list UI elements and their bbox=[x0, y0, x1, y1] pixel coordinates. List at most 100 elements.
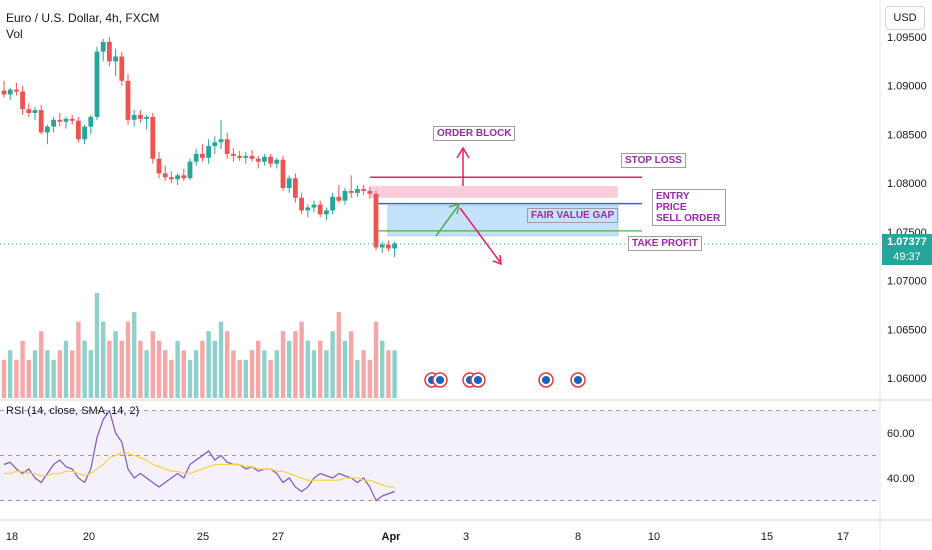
candle-body bbox=[162, 173, 168, 178]
volume-bar bbox=[212, 340, 217, 398]
candle-body bbox=[1, 90, 7, 95]
candle-body bbox=[274, 159, 280, 164]
economic-event-icon-inner bbox=[474, 376, 482, 384]
candle-body bbox=[355, 188, 360, 193]
volume-bar bbox=[324, 350, 329, 398]
volume-bar bbox=[380, 340, 385, 398]
candle-body bbox=[181, 175, 187, 179]
candle-body bbox=[138, 114, 143, 119]
volume-bar bbox=[1, 359, 7, 398]
volume-bar bbox=[107, 340, 112, 398]
volume-bar bbox=[349, 331, 354, 398]
volume-bar bbox=[299, 321, 304, 398]
price-tick-label: 1.09500 bbox=[887, 32, 927, 44]
candle-body bbox=[200, 153, 205, 158]
time-tick-label: 25 bbox=[197, 531, 209, 543]
volume-bar bbox=[132, 312, 137, 398]
rsi-tick-label: 40.00 bbox=[887, 473, 915, 485]
volume-bar bbox=[256, 340, 261, 398]
stop-loss-label: STOP LOSS bbox=[621, 153, 686, 168]
economic-event-icon-inner bbox=[436, 376, 444, 384]
volume-bar bbox=[163, 350, 168, 398]
candle-body bbox=[125, 80, 131, 120]
volume-bar bbox=[14, 359, 19, 398]
entry-price-label: ENTRY PRICE SELL ORDER bbox=[652, 189, 726, 226]
take-profit-down-arrow bbox=[459, 207, 502, 266]
candle-body bbox=[76, 120, 81, 140]
currency-button[interactable]: USD bbox=[885, 6, 925, 30]
candle-body bbox=[373, 193, 379, 248]
candle-body bbox=[175, 175, 180, 180]
candle-body bbox=[38, 110, 44, 133]
rsi-label[interactable]: RSI (14, close, SMA, 14, 2) bbox=[6, 405, 140, 417]
volume-bar bbox=[361, 350, 366, 398]
candle-body bbox=[255, 158, 261, 162]
candle-body bbox=[336, 196, 342, 201]
candle-body bbox=[100, 41, 106, 52]
volume-bar bbox=[156, 340, 162, 398]
candle-body bbox=[386, 244, 391, 249]
volume-bar bbox=[76, 321, 81, 398]
time-tick-label: 8 bbox=[575, 531, 581, 543]
candle-body bbox=[131, 114, 137, 120]
volume-bar bbox=[262, 350, 267, 398]
volume-bar bbox=[330, 331, 335, 398]
volume-label: Vol bbox=[6, 27, 23, 41]
volume-bar bbox=[218, 321, 224, 398]
volume-bar bbox=[225, 331, 230, 398]
volume-bar bbox=[8, 350, 13, 398]
volume-bar bbox=[274, 350, 279, 398]
volume-bar bbox=[144, 350, 149, 398]
volume-bar bbox=[150, 331, 155, 398]
volume-bar bbox=[305, 340, 310, 398]
volume-bar bbox=[318, 340, 323, 398]
volume-bar bbox=[32, 350, 38, 398]
time-tick-label: 15 bbox=[761, 531, 773, 543]
candle-body bbox=[20, 91, 25, 110]
order-block-label: ORDER BLOCK bbox=[433, 126, 516, 141]
candle-body bbox=[293, 178, 298, 198]
volume-bar bbox=[194, 350, 199, 398]
candle-body bbox=[63, 118, 69, 122]
volume-bar bbox=[187, 359, 193, 398]
volume-bar bbox=[249, 350, 255, 398]
price-tick-label: 1.07000 bbox=[887, 276, 927, 288]
volume-bar bbox=[181, 350, 186, 398]
volume-bar bbox=[206, 331, 211, 398]
candle-body bbox=[187, 161, 193, 179]
take-profit-label: TAKE PROFIT bbox=[628, 236, 702, 251]
candle-body bbox=[94, 51, 100, 117]
time-tick-label: 27 bbox=[272, 531, 284, 543]
candle-body bbox=[317, 204, 323, 215]
candle-body bbox=[156, 158, 162, 174]
price-tick-label: 1.08500 bbox=[887, 129, 927, 141]
candle-body bbox=[51, 119, 56, 127]
volume-bar bbox=[287, 340, 292, 398]
candle-body bbox=[379, 244, 385, 248]
candle-body bbox=[392, 243, 397, 249]
last-price-tag: 1.07377 bbox=[882, 234, 932, 250]
candle-body bbox=[14, 89, 19, 92]
symbol-title[interactable]: Euro / U.S. Dollar, 4h, FXCM bbox=[6, 11, 160, 25]
time-tick-label: 20 bbox=[83, 531, 95, 543]
candle-body bbox=[243, 155, 249, 158]
candle-body bbox=[299, 197, 304, 211]
rsi-tick-label: 60.00 bbox=[887, 428, 915, 440]
candle-body bbox=[311, 204, 317, 208]
volume-bar bbox=[342, 340, 348, 398]
volume-bar bbox=[101, 321, 106, 398]
candle-body bbox=[113, 56, 118, 62]
volume-bar bbox=[175, 340, 180, 398]
candle-body bbox=[69, 118, 75, 121]
candle-body bbox=[144, 116, 149, 119]
volume-bar bbox=[138, 340, 143, 398]
candle-body bbox=[119, 56, 125, 81]
candle-body bbox=[107, 41, 112, 62]
volume-bar bbox=[311, 350, 317, 398]
candle-body bbox=[268, 156, 273, 164]
candle-body bbox=[367, 190, 373, 194]
candle-body bbox=[342, 190, 348, 201]
volume-bar bbox=[293, 331, 298, 398]
volume-bar bbox=[336, 312, 341, 398]
